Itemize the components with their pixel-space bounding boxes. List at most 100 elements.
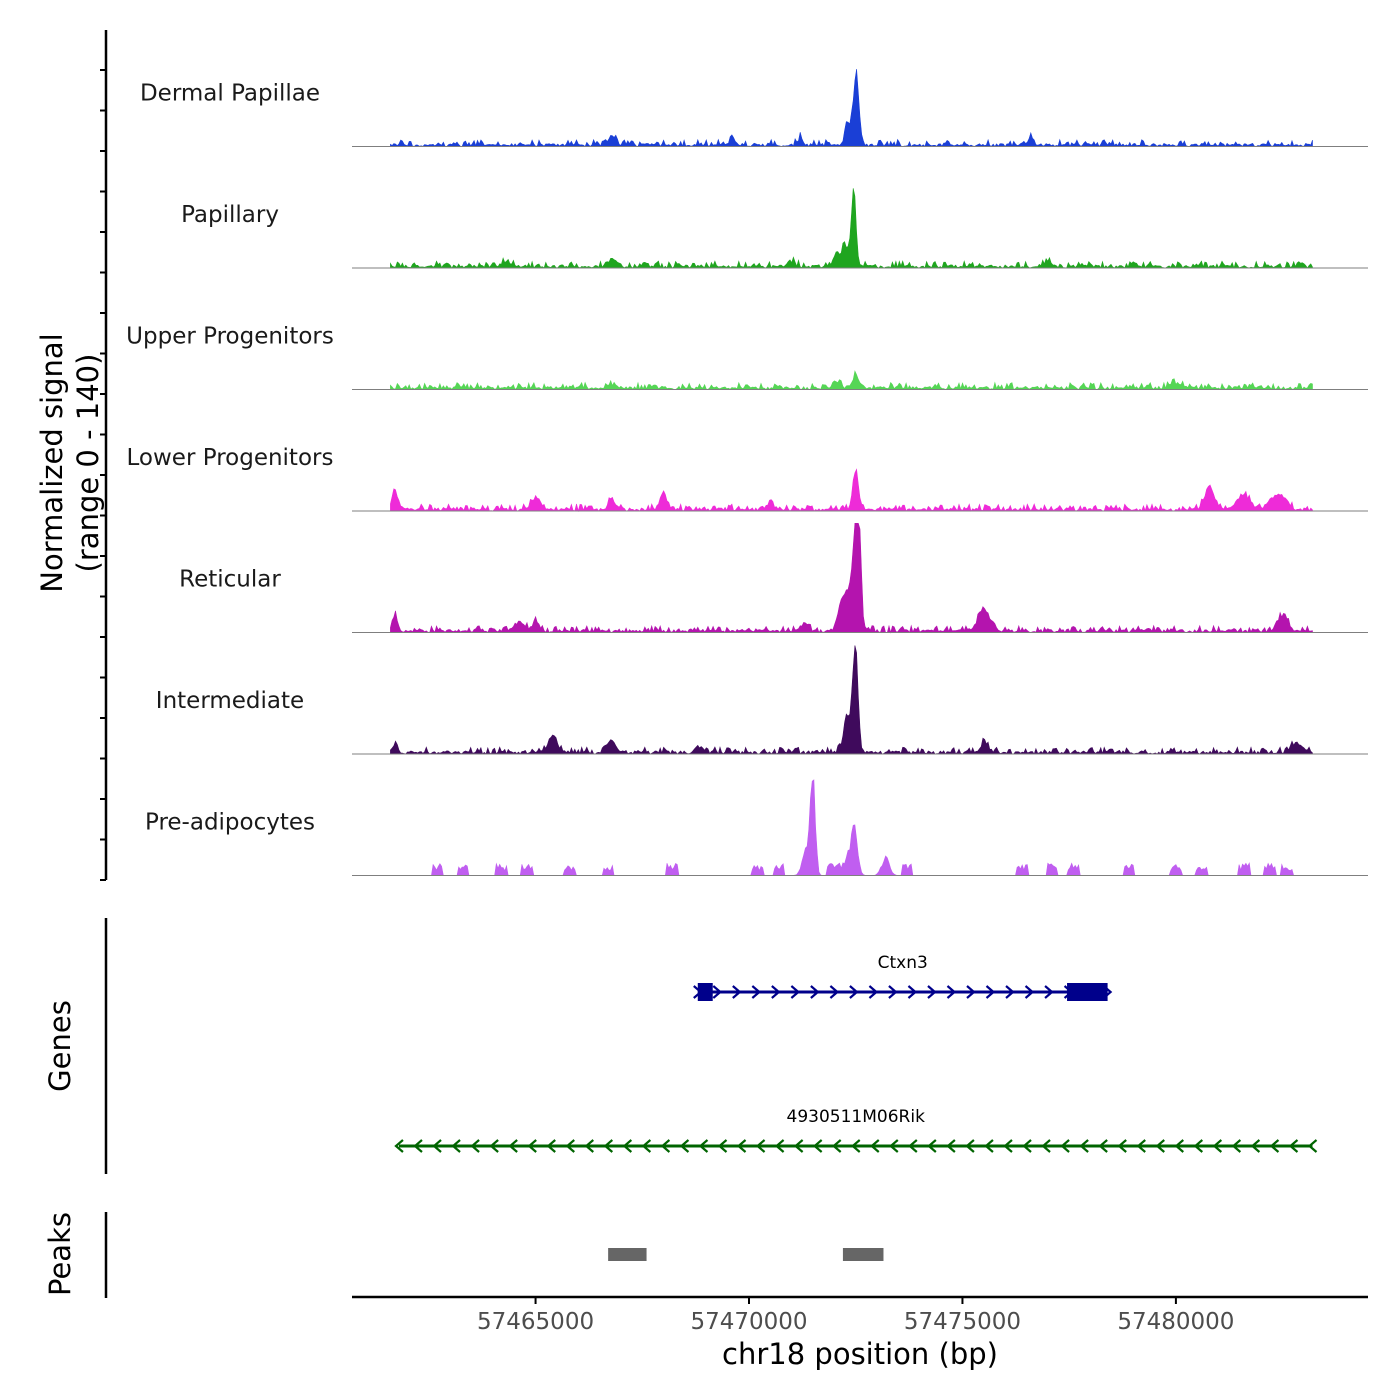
y-axis-title: Normalized signal (range 0 - 140) [34, 233, 106, 693]
gene-label: Ctxn3 [878, 953, 928, 973]
strand-arrow [849, 985, 859, 999]
track-pre-adipocytes: Pre-adipocytes [145, 779, 1368, 876]
x-tick-label: 57470000 [690, 1309, 807, 1335]
track-axes [100, 30, 108, 1298]
track-dermal-papillae: Dermal Papillae [140, 69, 1368, 148]
strand-arrow [1155, 1139, 1165, 1153]
strand-arrow [432, 1139, 442, 1153]
track-label: Reticular [179, 567, 281, 593]
x-axis: 57465000 57470000 57475000 57480000 chr18 po… [352, 1295, 1368, 1371]
strand-arrow [413, 1139, 423, 1153]
gene-ctxn3: Ctxn3 [693, 953, 1113, 1001]
strand-arrow [717, 1139, 728, 1153]
strand-arrow [1003, 1139, 1013, 1153]
strand-arrow [751, 985, 762, 999]
x-tick-label: 57475000 [904, 1309, 1021, 1335]
strand-arrow [832, 1139, 842, 1153]
x-tick-label: 57480000 [1117, 1309, 1234, 1335]
track-papillary: Papillary [181, 188, 1368, 269]
strand-arrow [546, 1139, 556, 1153]
strand-arrow [965, 1139, 975, 1153]
strand-arrow [732, 985, 742, 999]
track-lower-progenitors: Lower Progenitors [127, 445, 1368, 513]
strand-arrow [489, 1139, 499, 1153]
strand-arrow [1079, 1139, 1089, 1153]
strand-arrow [451, 1139, 461, 1153]
strand-arrow [1174, 1139, 1184, 1153]
peak-region [608, 1248, 647, 1261]
strand-arrow [1041, 1139, 1051, 1153]
signal-area [390, 69, 1313, 148]
strand-arrow [810, 985, 820, 999]
strand-arrow [1250, 1139, 1261, 1153]
strand-arrow [603, 1139, 614, 1153]
strand-arrow [394, 1139, 404, 1153]
strand-arrow [927, 1139, 937, 1153]
track-upper-progenitors: Upper Progenitors [126, 324, 1368, 391]
strand-arrow [527, 1139, 537, 1153]
strand-arrow [641, 1139, 652, 1153]
signal-area [390, 645, 1313, 755]
signal-tracks: Dermal Papillae Papillary Upper Progenitor… [126, 69, 1368, 876]
strand-arrow [927, 985, 937, 999]
track-label: Lower Progenitors [127, 445, 334, 471]
strand-arrow [1212, 1139, 1223, 1153]
strand-arrow [946, 1139, 956, 1153]
signal-area [390, 188, 1313, 269]
strand-arrow [1022, 1139, 1032, 1153]
strand-arrow [1044, 985, 1054, 999]
y-axis-range-label: (range 0 - 140) [71, 353, 105, 573]
strand-arrow [771, 985, 781, 999]
strand-arrow [1136, 1139, 1146, 1153]
peak-region [842, 1248, 884, 1261]
strand-arrow [584, 1139, 594, 1153]
strand-arrow [908, 1139, 918, 1153]
exon [697, 983, 713, 1001]
y-axis-label: Normalized signal [35, 333, 69, 593]
strand-arrow [812, 1139, 823, 1153]
track-label: Dermal Papillae [140, 81, 320, 107]
strand-arrow [868, 985, 879, 999]
x-axis-label: chr18 position (bp) [722, 1337, 998, 1371]
strand-arrow [984, 1139, 994, 1153]
x-tick-label: 57465000 [477, 1309, 594, 1335]
signal-area [390, 370, 1313, 391]
strand-arrow [1005, 985, 1015, 999]
strand-arrow [660, 1139, 671, 1153]
strand-arrow [1307, 1139, 1318, 1153]
strand-arrow [1098, 1139, 1108, 1153]
strand-arrow [829, 985, 840, 999]
strand-arrow [790, 985, 801, 999]
strand-arrow [1231, 1139, 1242, 1153]
track-reticular: Reticular [179, 523, 1368, 634]
signal-area [390, 779, 1313, 876]
strand-arrow [889, 1139, 899, 1153]
strand-arrow [698, 1139, 709, 1153]
track-label: Upper Progenitors [126, 324, 334, 350]
exon [1067, 983, 1108, 1001]
strand-arrow [946, 985, 957, 999]
strand-arrow [1269, 1139, 1280, 1153]
signal-area [390, 468, 1313, 513]
strand-arrow [565, 1139, 575, 1153]
track-label: Papillary [181, 202, 279, 228]
peak-region-panel [608, 1248, 884, 1261]
gene-annotation-panel: 4930511M06Rik Ctxn3 [394, 953, 1318, 1153]
strand-arrow [1060, 1139, 1070, 1153]
signal-area [390, 523, 1313, 634]
strand-arrow [1288, 1139, 1299, 1153]
strand-arrow [870, 1139, 880, 1153]
strand-arrow [736, 1139, 747, 1153]
gene-4930511m06rik: 4930511M06Rik [394, 1107, 1318, 1153]
strand-arrow [907, 985, 918, 999]
strand-arrow [774, 1139, 785, 1153]
genes-panel-title: Genes [43, 1000, 77, 1092]
strand-arrow [1024, 985, 1035, 999]
strand-arrow [1193, 1139, 1204, 1153]
track-intermediate: Intermediate [156, 645, 1368, 755]
strand-arrow [793, 1139, 804, 1153]
strand-arrow [985, 985, 996, 999]
strand-arrow [679, 1139, 690, 1153]
strand-arrow [851, 1139, 861, 1153]
